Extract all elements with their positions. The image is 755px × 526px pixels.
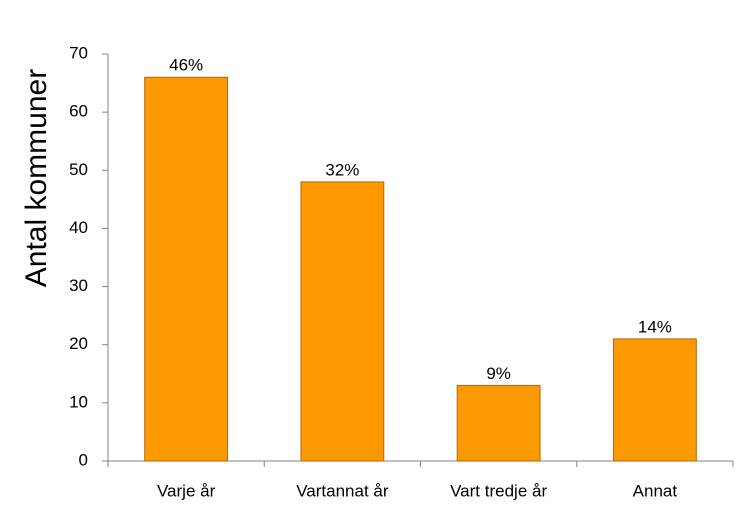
bar [144, 76, 229, 462]
y-tick-label: 60 [69, 102, 88, 121]
data-label: 9% [486, 364, 511, 383]
y-tick-label: 20 [69, 334, 88, 353]
y-tick-label: 10 [69, 392, 88, 411]
y-tick-label: 70 [69, 43, 88, 62]
data-label: 32% [325, 160, 359, 179]
data-label: 14% [638, 317, 672, 336]
x-tick-label: Varje år [157, 481, 216, 500]
y-tick-label: 40 [69, 218, 88, 237]
y-tick-label: 50 [69, 160, 88, 179]
x-tick-label: Annat [633, 481, 678, 500]
bar [612, 338, 697, 462]
y-tick-label: 30 [69, 276, 88, 295]
bar [456, 384, 541, 462]
x-tick-label: Vartannat år [296, 481, 389, 500]
bar [300, 181, 385, 462]
x-tick-label: Vart tredje år [450, 481, 547, 500]
data-label: 46% [169, 56, 203, 75]
y-axis-label: Antal kommuner [20, 69, 53, 287]
y-tick-label: 0 [79, 450, 88, 469]
